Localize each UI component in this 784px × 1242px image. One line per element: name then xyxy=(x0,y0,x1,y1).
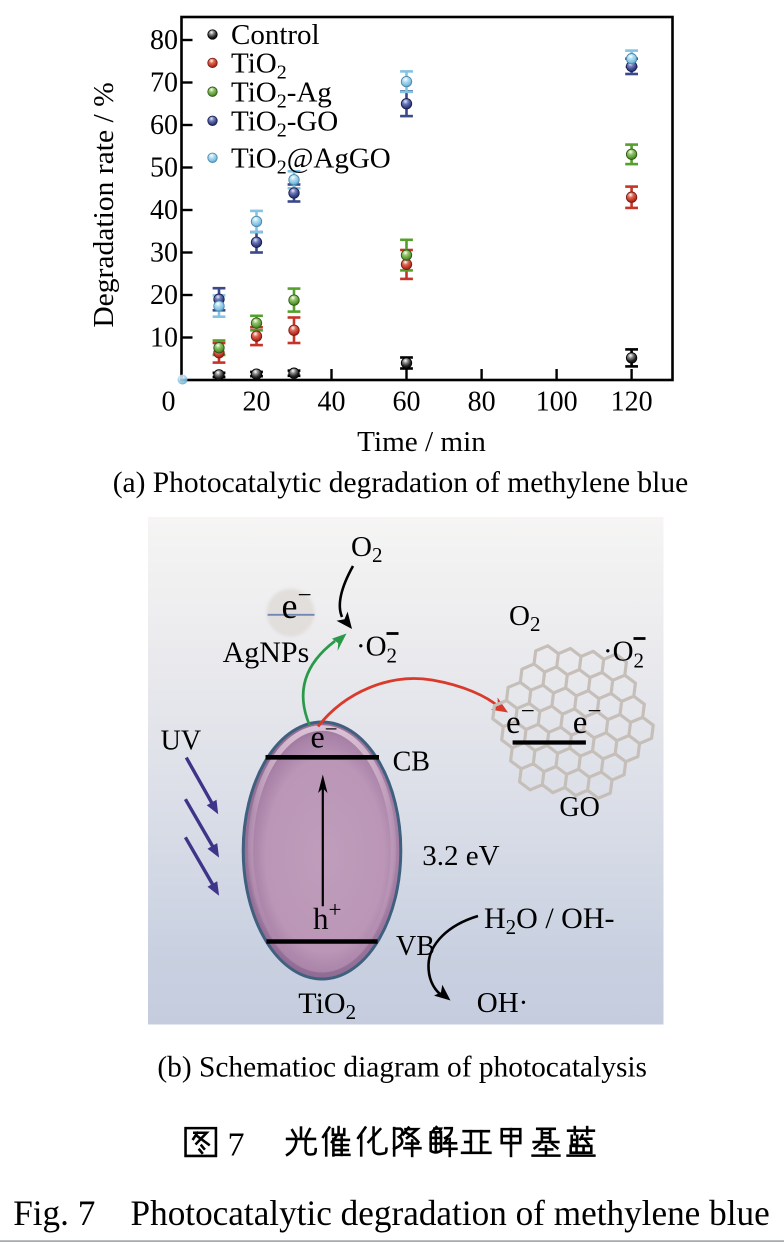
svg-text:60: 60 xyxy=(150,110,178,141)
svg-text:50: 50 xyxy=(150,152,178,183)
svg-text:Fig. 7 Photocatalytic degra: Fig. 7 Photocatalytic degradation of met… xyxy=(13,1193,770,1233)
svg-text:Control: Control xyxy=(231,19,320,51)
svg-text:20: 20 xyxy=(243,387,271,418)
svg-text:GO: GO xyxy=(559,792,599,823)
svg-text:OH·: OH· xyxy=(477,987,529,1019)
svg-text:40: 40 xyxy=(150,195,178,226)
svg-text:H2O / OH-: H2O / OH- xyxy=(484,902,615,939)
svg-text:80: 80 xyxy=(150,25,178,56)
svg-text:40: 40 xyxy=(318,387,346,418)
svg-text:3.2 eV: 3.2 eV xyxy=(422,840,499,872)
svg-text:10: 10 xyxy=(150,322,178,353)
svg-text:100: 100 xyxy=(536,387,578,418)
svg-text:AgNPs: AgNPs xyxy=(223,636,310,669)
svg-text:60: 60 xyxy=(393,387,421,418)
svg-text:30: 30 xyxy=(150,237,178,268)
svg-text:2: 2 xyxy=(634,649,645,673)
svg-text:TiO2@AgGO: TiO2@AgGO xyxy=(231,142,391,178)
svg-text:(a) Photocatalytic degradation: (a) Photocatalytic degradation of methyl… xyxy=(113,466,689,499)
svg-text:CB: CB xyxy=(393,746,430,777)
svg-text:70: 70 xyxy=(150,67,178,98)
svg-text:80: 80 xyxy=(468,387,496,418)
svg-text:(b) Schematioc diagram of phot: (b) Schematioc diagram of photocatalysis xyxy=(157,1051,647,1084)
svg-text:·O: ·O xyxy=(356,631,387,663)
svg-text:20: 20 xyxy=(150,280,178,311)
svg-text:Degradation rate / %: Degradation rate / % xyxy=(88,82,120,327)
svg-text:120: 120 xyxy=(611,387,653,418)
svg-text:7: 7 xyxy=(228,1127,245,1164)
svg-text:UV: UV xyxy=(161,726,201,757)
svg-text:e−: e− xyxy=(573,698,602,741)
svg-text:·O: ·O xyxy=(603,636,634,668)
svg-text:0: 0 xyxy=(162,387,176,418)
svg-text:2: 2 xyxy=(387,644,398,668)
svg-text:TiO2-GO: TiO2-GO xyxy=(231,105,338,141)
svg-text:Time / min: Time / min xyxy=(357,426,486,458)
